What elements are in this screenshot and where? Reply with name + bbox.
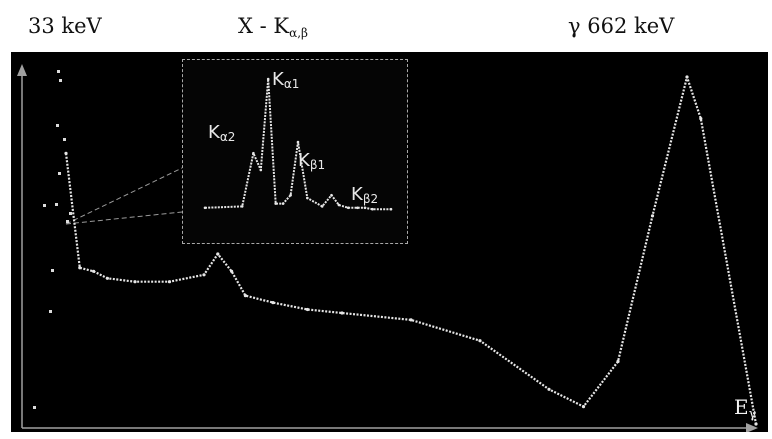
x-axis-arrow <box>746 423 758 432</box>
spectrum-point <box>243 294 247 298</box>
inset-label-kb2-main: K <box>351 184 363 205</box>
inset-point <box>346 206 350 210</box>
count-dot <box>49 310 52 313</box>
inset-connector-bottom <box>65 211 183 225</box>
label-x-ray-k-sub: α,β <box>289 26 308 40</box>
label-gamma-662kev: γ 662 keV <box>568 14 675 38</box>
count-dot <box>66 220 69 223</box>
spectrum-point <box>230 269 234 273</box>
inset-point <box>296 140 300 144</box>
count-dot <box>43 204 46 207</box>
inset-panel: Kα1 Kα2 Kβ1 Kβ2 <box>182 59 408 244</box>
count-dot <box>33 406 36 409</box>
spectrum-point <box>616 359 620 364</box>
spectrum-point <box>92 269 96 273</box>
inset-point <box>389 207 393 211</box>
spectrum-point <box>699 117 703 121</box>
inset-point <box>266 77 270 81</box>
spectrum-svg <box>17 64 758 432</box>
inset-series <box>203 77 393 211</box>
label-x-ray-k: X - Kα,β <box>238 14 308 40</box>
spectrum-plot: Kα1 Kα2 Kβ1 Kβ2 Eγ <box>11 52 768 432</box>
axis-label-energy-sub: γ <box>748 407 757 422</box>
spectrum-line <box>64 75 758 425</box>
inset-point <box>281 202 285 205</box>
inset-point <box>240 205 244 208</box>
inset-connector-top <box>65 167 183 225</box>
inset-point <box>337 203 341 207</box>
inset-point <box>371 207 374 211</box>
inset-point <box>330 193 333 197</box>
inset-label-ka2-main: K <box>208 122 220 143</box>
spectrum-point <box>340 311 344 315</box>
count-dot <box>55 203 58 206</box>
axis-label-energy-main: E <box>734 395 749 419</box>
count-dot <box>63 138 66 141</box>
y-axis-arrow <box>17 64 27 76</box>
spectrum-point <box>216 252 220 256</box>
inset-label-ka2-sub: α2 <box>219 130 236 144</box>
spectrum-point <box>581 405 586 409</box>
inset-point <box>203 206 207 210</box>
count-dot <box>56 124 59 127</box>
inset-point <box>289 193 292 197</box>
count-dot <box>59 79 62 82</box>
spectrum-point <box>202 273 206 277</box>
inset-point <box>274 202 277 205</box>
count-dot <box>51 269 54 272</box>
spectrum-point <box>271 301 275 305</box>
inset-label-kb2-sub: β2 <box>362 192 379 206</box>
inset-point <box>320 205 324 208</box>
spectrum-point <box>167 280 172 284</box>
spectrum-point <box>409 318 413 322</box>
spectrum-point <box>478 339 482 343</box>
inset-label-ka1-main: K <box>272 69 284 90</box>
inset-point <box>306 196 309 200</box>
label-33kev: 33 keV <box>28 14 102 38</box>
spectrum-point <box>685 75 689 79</box>
spectrum-point <box>78 266 82 270</box>
inset-svg <box>203 77 393 211</box>
inset-label-ka1-sub: α1 <box>283 77 300 91</box>
spectrum-point <box>754 422 758 426</box>
count-dot <box>58 172 61 175</box>
spectrum-point <box>650 214 655 218</box>
count-dot <box>57 70 60 73</box>
inset-label-kb1-sub: β1 <box>309 158 326 172</box>
inset-point <box>252 151 255 155</box>
inset-label-ka1: Kα1 <box>272 69 299 91</box>
spectrum-series <box>64 75 758 426</box>
label-x-ray-k-main: X - K <box>238 14 290 38</box>
spectrum-point <box>547 387 551 391</box>
spectrum-point <box>305 307 310 312</box>
inset-label-kb1-main: K <box>298 150 310 171</box>
inset-label-kb2: Kβ2 <box>351 184 378 206</box>
inset-point <box>356 206 359 210</box>
count-dot <box>69 212 72 215</box>
sparse-counts <box>33 70 72 409</box>
inset-point <box>259 168 263 172</box>
spectrum-point <box>64 151 68 155</box>
axis-label-energy: Eγ <box>734 395 756 422</box>
inset-point <box>363 206 367 210</box>
inset-label-kb1: Kβ1 <box>298 150 325 172</box>
spectrum-point <box>133 280 137 284</box>
inset-label-ka2: Kα2 <box>208 122 235 144</box>
spectrum-point <box>105 276 109 280</box>
